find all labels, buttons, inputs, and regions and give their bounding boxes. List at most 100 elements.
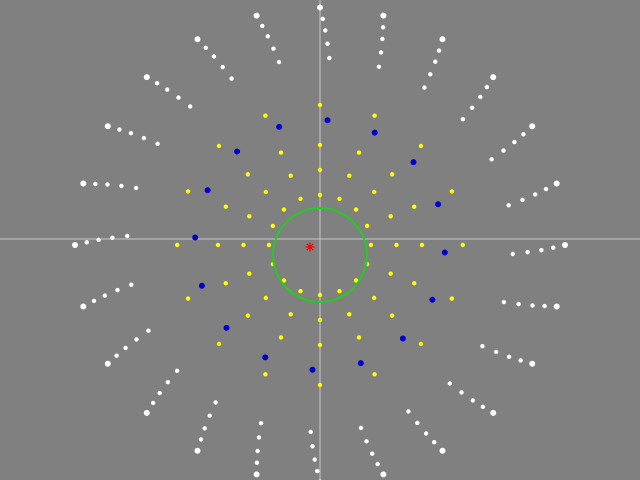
outer-white-dot bbox=[157, 390, 162, 396]
outer-white-dot bbox=[484, 84, 490, 90]
outer-white-dot bbox=[102, 293, 108, 298]
outer-white-dot bbox=[91, 298, 97, 304]
yellow-dot bbox=[317, 102, 323, 108]
yellow-dot bbox=[412, 204, 417, 209]
outer-white-dot bbox=[551, 245, 556, 250]
outer-white-dot bbox=[510, 251, 515, 257]
yellow-dot bbox=[449, 296, 455, 301]
yellow-dot bbox=[216, 143, 222, 149]
green-ring bbox=[272, 207, 368, 303]
yellow-dot bbox=[223, 281, 228, 286]
yellow-dot bbox=[449, 189, 455, 194]
blue-dot bbox=[357, 360, 364, 367]
yellow-dot bbox=[245, 172, 251, 177]
outer-white-dot bbox=[529, 123, 536, 130]
yellow-dot bbox=[388, 271, 393, 276]
blue-dot bbox=[371, 129, 378, 136]
outer-white-dot bbox=[469, 105, 475, 111]
outer-white-dot bbox=[530, 303, 535, 308]
outer-white-dot bbox=[146, 328, 151, 333]
outer-white-dot bbox=[253, 12, 260, 19]
blue-dot bbox=[234, 148, 241, 155]
yellow-dot bbox=[412, 281, 417, 286]
yellow-dot bbox=[247, 271, 252, 276]
blue-dot bbox=[309, 366, 316, 373]
outer-white-dot bbox=[553, 303, 560, 310]
yellow-dot bbox=[419, 242, 425, 248]
yellow-dot bbox=[317, 142, 323, 148]
yellow-dot bbox=[353, 278, 359, 283]
outer-white-dot bbox=[460, 117, 466, 122]
blue-dot bbox=[198, 282, 205, 289]
yellow-dot bbox=[353, 207, 359, 212]
yellow-dot bbox=[216, 341, 222, 347]
outer-white-dot bbox=[501, 148, 506, 153]
outer-white-dot bbox=[312, 457, 317, 462]
yellow-dot bbox=[356, 150, 362, 155]
outer-white-dot bbox=[93, 181, 98, 187]
yellow-dot bbox=[278, 150, 284, 155]
outer-white-dot bbox=[490, 74, 497, 81]
outer-white-dot bbox=[436, 48, 442, 53]
yellow-dot bbox=[215, 242, 221, 248]
outer-white-dot bbox=[480, 404, 486, 409]
outer-white-dot bbox=[202, 426, 207, 431]
outer-white-dot bbox=[432, 440, 437, 445]
outer-white-dot bbox=[562, 242, 568, 248]
outer-white-dot bbox=[529, 360, 536, 367]
yellow-dot bbox=[317, 292, 323, 298]
outer-white-dot bbox=[489, 157, 494, 162]
outer-white-dot bbox=[422, 85, 427, 90]
outer-white-dot bbox=[271, 46, 276, 51]
outer-white-dot bbox=[480, 344, 485, 349]
blue-dot bbox=[204, 187, 211, 194]
outer-white-dot bbox=[104, 360, 111, 367]
blue-dot bbox=[435, 201, 442, 208]
yellow-dot bbox=[347, 312, 352, 317]
outer-white-dot bbox=[521, 132, 526, 137]
outer-white-dot bbox=[506, 203, 511, 208]
yellow-dot bbox=[223, 204, 228, 209]
outer-white-dot bbox=[211, 54, 217, 59]
yellow-dot bbox=[389, 313, 395, 318]
yellow-dot bbox=[241, 242, 246, 248]
outer-white-dot bbox=[207, 413, 212, 418]
outer-white-dot bbox=[276, 59, 282, 65]
outer-white-dot bbox=[320, 16, 325, 22]
yellow-dot bbox=[460, 242, 465, 248]
yellow-dot bbox=[281, 278, 287, 283]
outer-white-dot bbox=[358, 425, 364, 431]
outer-white-dot bbox=[370, 451, 375, 456]
outer-white-dot bbox=[325, 41, 330, 46]
outer-white-dot bbox=[165, 87, 170, 92]
outer-white-dot bbox=[84, 240, 90, 245]
outer-white-dot bbox=[428, 72, 433, 77]
outer-white-dot bbox=[125, 233, 130, 239]
yellow-dot bbox=[281, 207, 287, 212]
blue-dot bbox=[324, 117, 331, 124]
red-star-marker-stroke bbox=[306, 243, 314, 251]
outer-white-dot bbox=[229, 76, 234, 81]
outer-white-dot bbox=[258, 421, 264, 426]
outer-white-dot bbox=[323, 28, 328, 33]
outer-white-dot bbox=[143, 74, 150, 81]
outer-white-dot bbox=[423, 431, 429, 436]
outer-white-dot bbox=[194, 36, 201, 43]
yellow-dot bbox=[263, 372, 268, 377]
outer-white-dot bbox=[174, 368, 180, 373]
outer-white-dot bbox=[96, 237, 101, 242]
outer-white-dot bbox=[114, 353, 119, 358]
outer-white-dot bbox=[308, 429, 313, 435]
outer-white-dot bbox=[220, 64, 225, 70]
outer-white-dot bbox=[470, 398, 475, 403]
yellow-dot bbox=[288, 312, 293, 317]
yellow-dot bbox=[337, 196, 342, 201]
outer-white-dot bbox=[415, 420, 420, 426]
yellow-dot bbox=[270, 223, 276, 229]
outer-white-dot bbox=[380, 25, 386, 30]
yellow-dot bbox=[263, 295, 269, 301]
outer-white-dot bbox=[110, 235, 115, 240]
outer-white-dot bbox=[105, 182, 110, 187]
outer-white-dot bbox=[128, 131, 134, 136]
outer-white-dot bbox=[198, 437, 204, 442]
